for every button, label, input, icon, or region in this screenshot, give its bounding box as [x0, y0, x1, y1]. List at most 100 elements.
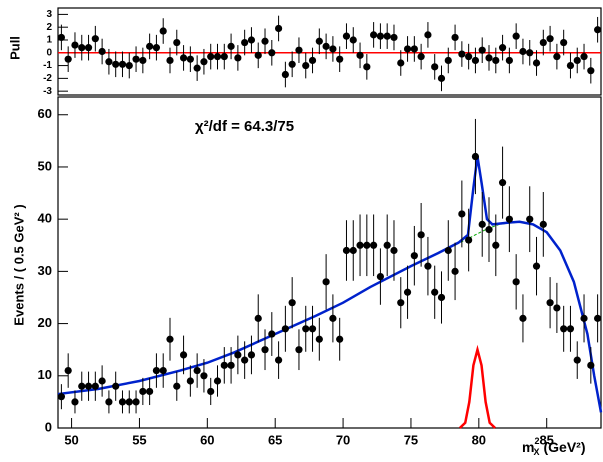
y-tick-label: 30 — [38, 263, 52, 278]
data-point — [410, 252, 418, 260]
data-point — [342, 32, 351, 40]
x-label-sub: X — [533, 447, 539, 457]
y-tick-label: -1 — [43, 60, 52, 71]
data-point — [505, 215, 513, 223]
data-point — [356, 241, 364, 249]
data-point — [139, 387, 147, 396]
data-point — [139, 56, 147, 65]
data-point — [315, 335, 323, 343]
data-point — [84, 44, 93, 52]
data-point — [118, 398, 127, 406]
data-point — [437, 74, 446, 82]
data-point — [390, 33, 398, 42]
data-point — [91, 35, 99, 43]
data-point — [132, 398, 140, 406]
data-point — [566, 61, 575, 70]
data-point — [383, 32, 391, 40]
data-point — [274, 24, 283, 33]
data-point — [146, 387, 154, 396]
data-point — [410, 45, 418, 53]
data-point — [220, 361, 228, 369]
x-label-sup: 2 — [534, 436, 539, 446]
x-axis-label: m2 X (GeV²) — [522, 436, 585, 457]
data-point — [57, 393, 65, 401]
data-point — [166, 335, 174, 343]
data-point — [539, 38, 547, 47]
data-point — [471, 56, 480, 65]
data-point — [78, 44, 86, 52]
y-tick-label: 2 — [46, 22, 52, 33]
x-tick-label: 65 — [268, 432, 282, 447]
data-point — [159, 366, 167, 375]
data-point — [505, 56, 513, 65]
data-point — [587, 361, 595, 369]
data-point — [308, 56, 317, 65]
data-point — [594, 26, 602, 34]
data-point — [322, 278, 330, 286]
data-point — [247, 36, 256, 44]
data-point — [173, 382, 181, 390]
data-point — [492, 241, 500, 249]
data-point — [376, 32, 385, 40]
data-point — [274, 356, 283, 364]
data-point — [152, 44, 161, 52]
data-point — [71, 398, 79, 406]
data-point — [302, 61, 310, 70]
data-point — [234, 351, 242, 359]
data-point — [179, 351, 188, 359]
data-point — [417, 53, 425, 61]
data-point — [512, 278, 520, 286]
data-point — [553, 53, 561, 61]
data-point — [295, 346, 303, 354]
data-point — [403, 45, 412, 53]
data-point — [451, 267, 459, 275]
data-point — [451, 33, 459, 42]
data-point — [254, 51, 262, 59]
x-label-unit: (GeV²) — [543, 439, 585, 455]
data-point — [471, 152, 480, 161]
data-point — [526, 215, 534, 223]
data-point — [173, 38, 181, 47]
data-point — [526, 49, 534, 57]
data-point — [329, 45, 337, 53]
data-point — [349, 246, 357, 255]
data-point — [213, 377, 222, 385]
data-point — [532, 59, 541, 67]
pull-y-label: Pull — [7, 36, 22, 60]
data-point — [532, 262, 541, 270]
data-point — [376, 272, 385, 281]
data-point — [458, 210, 466, 218]
y-tick-label: 40 — [38, 211, 52, 226]
data-point — [241, 356, 249, 364]
data-point — [84, 382, 93, 390]
y-tick-label: 1 — [46, 35, 52, 46]
data-point — [241, 38, 249, 47]
data-point — [98, 47, 106, 56]
data-point — [57, 33, 65, 42]
data-point — [315, 37, 323, 45]
data-point — [302, 325, 310, 333]
data-point — [329, 314, 337, 322]
data-point — [91, 382, 99, 390]
data-point — [519, 314, 527, 322]
data-point — [336, 55, 344, 63]
data-point — [200, 372, 208, 380]
data-point — [390, 246, 398, 255]
data-point — [146, 42, 154, 50]
data-point — [539, 220, 547, 228]
data-point — [64, 55, 72, 63]
data-point — [281, 70, 289, 79]
data-point — [485, 226, 493, 234]
data-point — [498, 179, 507, 187]
data-point — [363, 241, 371, 249]
data-point — [193, 64, 201, 72]
data-point — [186, 377, 194, 385]
data-point — [573, 56, 581, 65]
data-point — [492, 56, 500, 65]
data-point — [580, 53, 588, 61]
data-point — [200, 58, 208, 66]
data-point — [234, 54, 242, 62]
data-point — [498, 44, 507, 52]
data-point — [397, 299, 405, 307]
x-tick-label: 70 — [336, 432, 350, 447]
